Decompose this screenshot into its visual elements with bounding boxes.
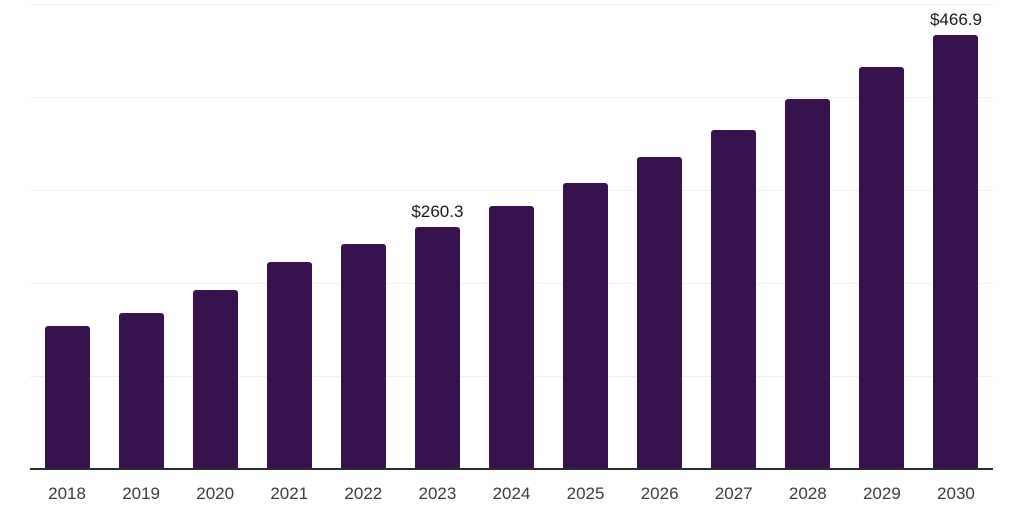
bar-value-label-2023: $260.3 xyxy=(411,201,464,221)
bar-2022 xyxy=(340,243,386,469)
bar-2018 xyxy=(44,325,90,469)
x-tick-label-2023: 2023 xyxy=(418,484,457,503)
bar-2029 xyxy=(859,67,905,469)
gridline-500 xyxy=(30,3,993,5)
x-tick-label-2025: 2025 xyxy=(566,484,605,503)
x-tick-label-2020: 2020 xyxy=(196,484,235,503)
x-tick-label-2019: 2019 xyxy=(122,484,161,503)
bar-2019 xyxy=(118,312,164,469)
bar-value-label-2030: $466.9 xyxy=(929,9,982,29)
x-tick-label-2028: 2028 xyxy=(788,484,827,503)
bar-2030 xyxy=(933,34,979,469)
bar-2021 xyxy=(266,261,312,469)
gridline-300 xyxy=(30,189,993,191)
bar-2026 xyxy=(637,157,683,469)
bar-2024 xyxy=(489,205,534,469)
bar-2023 xyxy=(414,226,460,469)
x-tick-label-2027: 2027 xyxy=(714,484,753,503)
x-tick-label-2026: 2026 xyxy=(640,484,679,503)
x-tick-label-2030: 2030 xyxy=(937,484,975,503)
x-tick-label-2029: 2029 xyxy=(862,484,901,503)
x-tick-label-2021: 2021 xyxy=(270,484,309,503)
bar-2027 xyxy=(711,129,757,469)
x-tick-label-2022: 2022 xyxy=(344,484,383,503)
x-axis-line xyxy=(30,468,993,470)
x-tick-label-2024: 2024 xyxy=(492,484,531,503)
bar-2028 xyxy=(785,98,831,469)
bar-2020 xyxy=(192,289,238,469)
bar-2025 xyxy=(563,182,609,469)
x-tick-label-2018: 2018 xyxy=(48,484,86,503)
gridline-400 xyxy=(30,96,993,98)
